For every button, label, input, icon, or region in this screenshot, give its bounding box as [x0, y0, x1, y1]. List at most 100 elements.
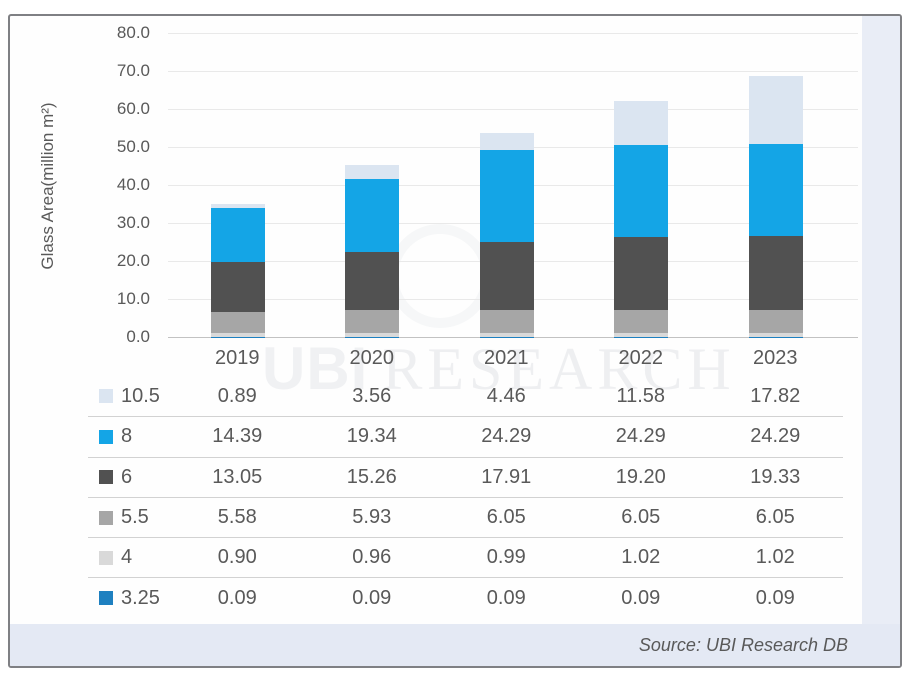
table-value-2021-gen4: 0.99: [486, 546, 526, 569]
legend-swatch-icon: [99, 510, 113, 525]
legend-label: 10.5: [121, 384, 160, 407]
bar-segment-2021-gen5.5: [479, 309, 534, 333]
table-row-gen10.5: 10.5 0.89 3.56 4.46 11.58 17.82: [88, 376, 843, 416]
y-tick-label-80.0: 80.0: [116, 23, 150, 42]
stacked-bars: [10, 16, 900, 666]
bar-segment-2023-gen8: [748, 144, 803, 237]
y-tick-label-10.0: 10.0: [116, 289, 150, 308]
table-header-row: 2019 2020 2021 2022 2023: [88, 340, 843, 376]
table-value-2020-gen6: 15.26: [346, 465, 397, 488]
table-value-2022-gen3.25: 0.09: [621, 586, 661, 609]
source-caption: Source: UBI Research DB: [638, 635, 848, 655]
bar-segment-2019-gen8: [210, 207, 265, 263]
y-tick-label-20.0: 20.0: [116, 251, 150, 270]
bar-segment-2020-gen5.5: [345, 310, 399, 333]
y-tick-label-60.0: 60.0: [116, 99, 150, 118]
table-row-gen5.5: 5.5 5.58 5.93 6.05 6.05 6.05: [88, 496, 843, 537]
table-value-2020-gen10.5: 3.56: [352, 384, 392, 407]
table-value-2021-gen5.5: 6.05: [486, 506, 526, 529]
bar-segment-2020-gen4: [345, 333, 399, 337]
table-row-gen3.25: 3.25 0.09 0.09 0.09 0.09 0.09: [88, 577, 843, 617]
table-value-2023-gen8: 24.29: [750, 425, 801, 448]
legend-label: 3.25: [121, 586, 160, 609]
bar-segment-2022-gen5.5: [614, 309, 668, 333]
bar-segment-2021-gen10.5: [479, 132, 534, 150]
table-value-2019-gen10.5: 0.89: [217, 384, 257, 407]
table-value-2023-gen6: 19.33: [750, 465, 801, 488]
legend-swatch-icon: [99, 550, 113, 565]
table-value-2019-gen4: 0.90: [217, 546, 257, 569]
table-value-2022-gen5.5: 6.05: [621, 506, 661, 529]
bar-segment-2022-gen10.5: [614, 100, 668, 145]
table-value-2023-gen10.5: 17.82: [750, 384, 801, 407]
bar-segment-2022-gen4: [614, 332, 668, 337]
bar-segment-2019-gen5.5: [210, 312, 265, 334]
legend-cell-gen10.5: 10.5: [88, 385, 170, 408]
y-tick-label-30.0: 30.0: [116, 213, 150, 232]
legend-cell-gen4: 4: [88, 546, 170, 569]
legend-cell-gen8: 8: [88, 425, 170, 448]
table-value-2021-gen10.5: 4.46: [486, 384, 526, 407]
legend-cell-gen6: 6: [88, 466, 170, 489]
bar-segment-2020-gen6: [345, 252, 399, 311]
table-value-2023-gen5.5: 6.05: [755, 506, 795, 529]
table-value-2021-gen8: 24.29: [481, 425, 532, 448]
table-value-2022-gen8: 24.29: [615, 425, 666, 448]
bar-segment-2019-gen6: [210, 262, 265, 313]
bar-segment-2023-gen10.5: [748, 76, 803, 145]
y-axis-tick-labels: 80.0 70.0 60.0 50.0 40.0 30.0 20.0 10.0 0.0: [10, 16, 900, 666]
x-tick-label-2019: 2019: [215, 346, 260, 369]
legend-swatch-icon: [99, 389, 113, 404]
table-value-2022-gen10.5: 11.58: [616, 384, 666, 407]
x-tick-label-2021: 2021: [484, 346, 529, 369]
table-value-2019-gen8: 14.39: [212, 425, 263, 448]
gridline-80: [168, 33, 858, 34]
bar-segment-2020-gen10.5: [345, 165, 399, 179]
table-value-2020-gen4: 0.96: [352, 546, 392, 569]
x-tick-label-2022: 2022: [618, 346, 664, 369]
bar-segment-2021-gen8: [479, 149, 534, 242]
table-value-2022-gen6: 19.20: [615, 465, 666, 488]
bar-segment-2023-gen5.5: [748, 309, 803, 333]
table-value-2020-gen8: 19.34: [346, 425, 397, 448]
x-tick-label-2023: 2023: [753, 346, 798, 369]
table-value-2021-gen6: 17.91: [481, 465, 532, 488]
table-value-2020-gen5.5: 5.93: [352, 506, 392, 529]
y-tick-label-0.0: 0.0: [126, 327, 150, 346]
y-tick-label-70.0: 70.0: [116, 61, 150, 80]
table-row-gen8: 8 14.39 19.34 24.29 24.29 24.29: [88, 416, 843, 456]
x-tick-label-2020: 2020: [349, 346, 395, 369]
bar-segment-2021-gen4: [479, 332, 534, 337]
right-edge-band: [862, 16, 900, 666]
legend-cell-gen5.5: 5.5: [88, 506, 170, 529]
bar-segment-2022-gen8: [614, 144, 668, 237]
gridline-60: [168, 109, 858, 110]
table-value-2023-gen4: 1.02: [755, 546, 795, 569]
legend-data-table: 2019 2020 2021 2022 2023 10.5 0.89 3.56 4.46 11.5…: [88, 340, 843, 618]
legend-label: 5.5: [121, 506, 149, 529]
footer-band: [10, 624, 900, 666]
table-row-gen4: 4 0.90 0.96 0.99 1.02 1.02: [88, 537, 843, 577]
legend-swatch-icon: [99, 470, 113, 485]
table-row-gen6: 6 13.05 15.26 17.91 19.20 19.33: [88, 456, 843, 497]
table-value-2019-gen6: 13.05: [212, 465, 263, 488]
y-tick-label-50.0: 50.0: [116, 137, 150, 156]
y-tick-label-40.0: 40.0: [116, 175, 150, 194]
gridline-70: [168, 71, 858, 72]
legend-cell-gen3.25: 3.25: [88, 587, 170, 610]
bar-segment-2023-gen4: [748, 332, 803, 337]
bar-segment-2019-gen4: [210, 333, 265, 337]
table-value-2022-gen4: 1.02: [621, 546, 661, 569]
legend-label: 6: [121, 465, 133, 488]
table-value-2019-gen5.5: 5.58: [217, 506, 257, 529]
bar-segment-2019-gen10.5: [210, 204, 265, 208]
legend-label: 8: [121, 425, 133, 448]
table-value-2023-gen3.25: 0.09: [755, 586, 795, 609]
table-value-2021-gen3.25: 0.09: [486, 586, 526, 609]
x-axis-line: [168, 337, 858, 338]
bar-segment-2023-gen6: [748, 236, 803, 310]
bar-segment-2020-gen8: [345, 178, 399, 253]
table-value-2020-gen3.25: 0.09: [352, 586, 392, 609]
chart-frame: UBI RESEARCH Glass Area(million m²) 80.0 7…: [8, 14, 902, 668]
legend-label: 4: [121, 546, 133, 569]
